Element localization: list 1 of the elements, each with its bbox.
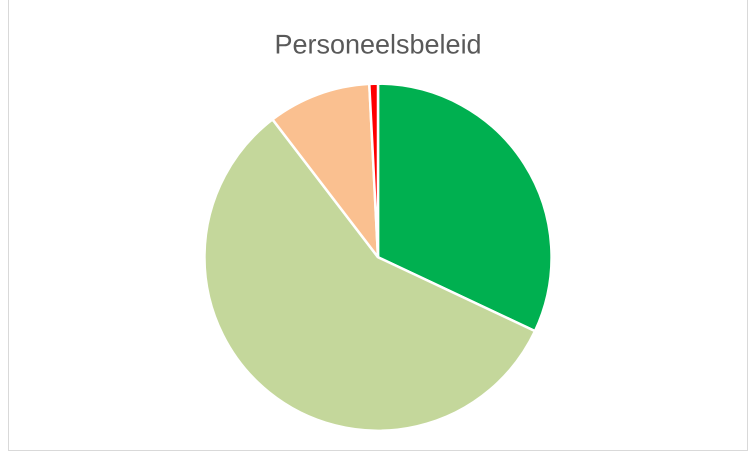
chart-title: Personeelsbeleid	[274, 30, 482, 60]
